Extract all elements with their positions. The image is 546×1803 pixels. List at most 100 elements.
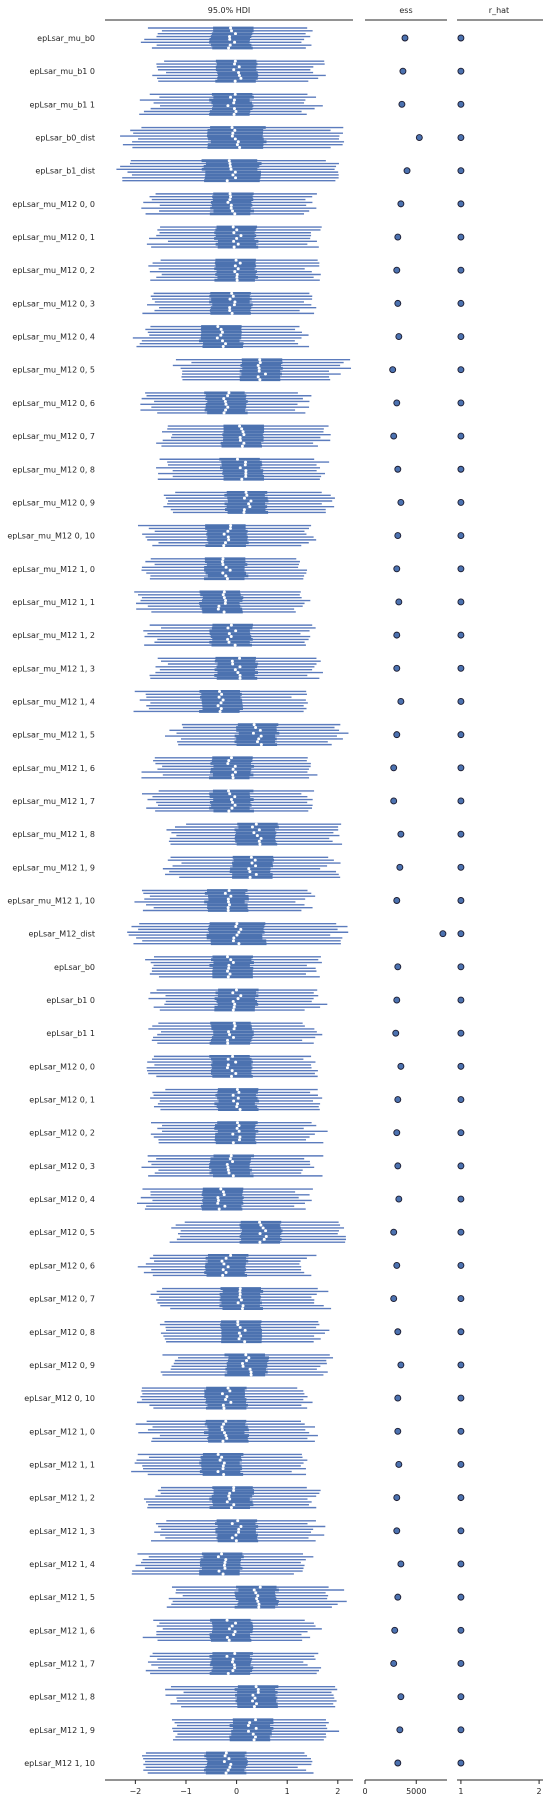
median-point — [236, 1102, 240, 1106]
ess-marks — [389, 34, 447, 1767]
median-point — [258, 842, 262, 846]
rhat-marker — [457, 498, 465, 506]
median-point — [223, 1561, 227, 1565]
median-point — [227, 640, 231, 644]
median-point — [237, 930, 241, 934]
median-point — [264, 1235, 268, 1239]
median-point — [232, 245, 236, 249]
ess-marker — [397, 1062, 405, 1070]
median-point — [223, 1754, 227, 1758]
hdi-row — [127, 922, 349, 946]
rhat-marker — [457, 100, 465, 108]
median-point — [237, 1138, 241, 1142]
median-point — [226, 1057, 230, 1061]
median-point — [255, 740, 259, 744]
median-point — [233, 270, 237, 274]
median-point — [220, 1425, 224, 1429]
rhat-marker — [457, 1427, 465, 1435]
median-point — [230, 126, 234, 130]
row-label: epLsar_M12 1, 8 — [29, 1693, 95, 1702]
ess-marker — [394, 1328, 402, 1336]
median-point — [236, 1323, 240, 1327]
median-point — [223, 601, 227, 605]
median-point — [227, 889, 231, 892]
median-point — [238, 466, 242, 470]
ess-panel-title: ess — [399, 6, 412, 15]
median-point — [237, 1530, 241, 1534]
median-point — [242, 433, 246, 437]
median-point — [226, 1041, 230, 1045]
median-point — [224, 574, 228, 578]
median-point — [238, 1292, 242, 1296]
hdi-row — [166, 822, 343, 846]
median-point — [231, 1141, 235, 1145]
median-point — [240, 444, 244, 448]
rhat-marker — [457, 200, 465, 208]
median-point — [258, 1585, 262, 1589]
rhat-marker — [457, 1195, 465, 1203]
median-point — [224, 1558, 228, 1562]
median-point — [243, 1340, 247, 1344]
row-label: epLsar_M12 1, 10 — [24, 1759, 95, 1768]
median-point — [226, 1038, 230, 1042]
row-label: epLsar_M12 0, 6 — [29, 1261, 95, 1270]
ess-marker — [394, 1593, 402, 1601]
median-point — [234, 258, 238, 262]
median-point — [248, 875, 252, 879]
median-point — [225, 1635, 229, 1639]
median-point — [225, 577, 229, 581]
median-point — [226, 897, 230, 901]
median-point — [235, 1126, 239, 1130]
median-point — [234, 1539, 238, 1543]
median-point — [224, 1419, 228, 1423]
ess-marker — [397, 698, 405, 705]
median-point — [224, 1256, 228, 1260]
median-point — [246, 1724, 250, 1728]
hdi-row — [134, 590, 311, 614]
median-point — [238, 673, 242, 677]
median-point — [226, 1063, 230, 1067]
median-point — [253, 1735, 257, 1739]
median-point — [219, 1187, 223, 1191]
median-point — [220, 1552, 224, 1556]
row-label: epLsar_b1 0 — [46, 996, 95, 1005]
median-point — [226, 975, 230, 979]
row-label: epLsar_mu_M12 1, 2 — [12, 631, 95, 640]
median-point — [219, 327, 223, 331]
median-point — [238, 1135, 242, 1139]
ess-marker — [397, 1361, 405, 1369]
median-point — [229, 203, 233, 207]
ess-marker — [394, 233, 402, 241]
median-point — [222, 610, 226, 614]
median-point — [225, 1162, 229, 1166]
row-label: epLsar_M12 0, 0 — [29, 1062, 95, 1071]
hdi-row — [159, 1320, 330, 1344]
rhat-marker — [457, 67, 465, 75]
median-point — [232, 1503, 236, 1507]
median-point — [224, 1271, 228, 1275]
median-point — [219, 707, 223, 711]
median-point — [229, 206, 233, 210]
row-label: epLsar_mu_M12 1, 3 — [12, 664, 95, 673]
ess-marker — [415, 134, 423, 141]
median-point — [254, 1591, 258, 1595]
median-point — [231, 1054, 235, 1058]
median-point — [235, 922, 239, 926]
median-point — [246, 1729, 250, 1733]
median-point — [216, 704, 220, 708]
x-axes: −2 −1 0 1 2 0 5000 1 2 — [105, 1779, 543, 1796]
median-point — [238, 676, 242, 680]
rhat-marker — [457, 1494, 465, 1502]
median-point — [229, 1253, 233, 1257]
row-label: epLsar_b1 1 — [46, 1029, 95, 1038]
rhat-marker — [457, 1394, 465, 1402]
ess-marker — [390, 1295, 398, 1303]
median-point — [251, 1732, 255, 1736]
median-point — [224, 1751, 228, 1755]
x-tick-label: −1 — [180, 1787, 192, 1796]
median-point — [227, 159, 231, 163]
x-tick-label: 0 — [362, 1787, 367, 1796]
median-point — [232, 98, 236, 102]
median-point — [227, 1638, 231, 1642]
hdi-row — [165, 723, 349, 747]
